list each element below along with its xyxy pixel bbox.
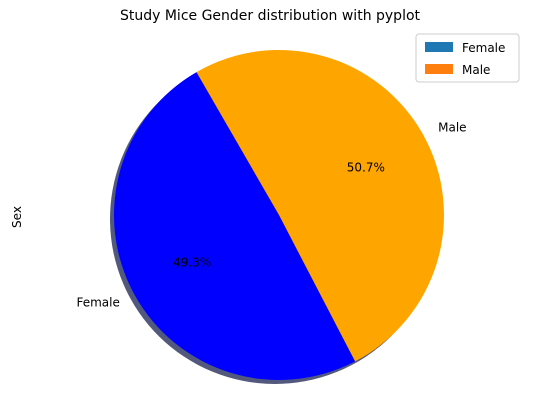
slice-label-female: Female <box>76 295 119 309</box>
legend-swatch-female <box>425 42 453 52</box>
legend: Female Male <box>415 33 520 83</box>
pie-slice-male <box>196 50 444 362</box>
slice-label-male: Male <box>438 121 466 135</box>
pie-slices <box>113 50 444 381</box>
pct-label-female: 49.3% <box>173 256 211 270</box>
y-axis-label: Sex <box>10 206 24 228</box>
pie-labels: Female 49.3% Male 50.7% <box>76 121 466 310</box>
pct-label-male: 50.7% <box>347 160 385 174</box>
legend-swatch-male <box>425 64 453 74</box>
legend-label-female: Female <box>462 41 505 55</box>
legend-label-male: Male <box>462 63 490 77</box>
chart-title: Study Mice Gender distribution with pypl… <box>120 8 421 24</box>
pie-slice-female <box>113 72 356 381</box>
